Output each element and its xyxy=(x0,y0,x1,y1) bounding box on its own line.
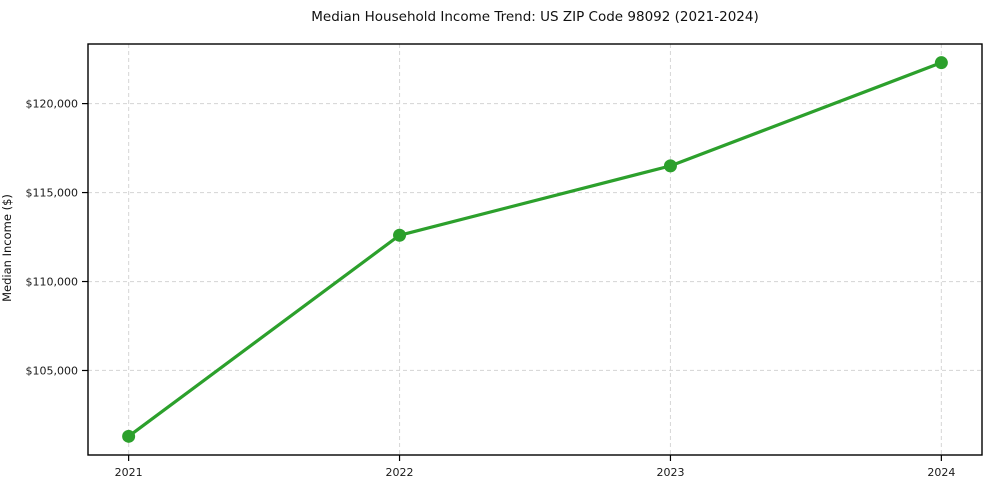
trend-line xyxy=(127,61,943,438)
y-tick-label: $120,000 xyxy=(26,98,79,111)
y-tick-label: $105,000 xyxy=(26,364,79,377)
x-tick-label: 2023 xyxy=(656,466,684,479)
data-point-2022 xyxy=(393,228,407,242)
y-tick-label: $115,000 xyxy=(26,187,79,200)
x-tick-label: 2024 xyxy=(927,466,955,479)
data-point-2023 xyxy=(663,159,677,173)
x-tick-label: 2021 xyxy=(115,466,143,479)
x-tick-label: 2022 xyxy=(386,466,414,479)
data-point-2021 xyxy=(122,429,136,443)
chart-title: Median Household Income Trend: US ZIP Co… xyxy=(311,9,759,25)
y-tick-label: $110,000 xyxy=(26,276,79,289)
plot-border xyxy=(87,43,983,456)
data-point-2024 xyxy=(934,56,948,70)
